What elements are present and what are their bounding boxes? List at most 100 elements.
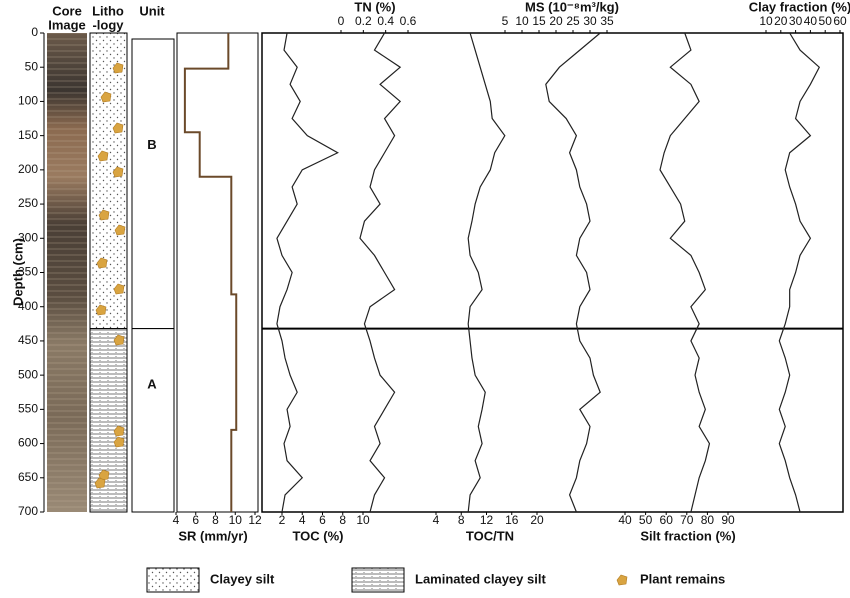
plant-icon [98,209,110,221]
plant-icon [96,257,108,269]
y-tick-label: 350 [18,265,38,279]
column-header: Unit [139,3,165,18]
plant-icon [94,477,106,489]
x-tick-label: 8 [339,513,346,527]
x-tick-label: 4 [173,513,180,527]
y-tick-label: 600 [18,436,38,450]
x-tick-label: 0.6 [400,14,417,28]
sr-panel [176,32,259,513]
x-tick-label: 4 [299,513,306,527]
column-header: -logy [92,17,124,32]
y-tick-label: 100 [18,94,38,108]
x-tick-label: 10 [356,513,370,527]
x-tick-label: 20 [549,14,563,28]
x-tick-label: 20 [530,513,544,527]
x-tick-label: 90 [721,513,735,527]
unit-label: A [147,377,157,392]
y-tick-label: 300 [18,230,38,244]
column-header: Litho [92,3,124,18]
plant-icon [112,62,124,74]
x-tick-label: 50 [819,14,833,28]
legend-label: Plant remains [640,571,725,586]
x-tick-label: 10 [759,14,773,28]
profile-line [778,32,821,513]
plant-icon [113,436,125,448]
core-image-stripes [47,33,87,512]
y-tick-label: 50 [25,59,39,73]
unit-box [131,38,175,330]
y-tick-label: 0 [31,25,38,39]
x-tick-label: 50 [639,513,653,527]
x-axis-title: Clay fraction (%) [749,0,850,14]
x-axis-title: SR (mm/yr) [178,528,247,543]
column-header: Core [52,3,82,18]
x-tick-label: 12 [480,513,494,527]
profile-line [545,32,601,513]
y-tick-label: 700 [18,504,38,518]
x-tick-label: 8 [212,513,219,527]
y-tick-label: 500 [18,367,38,381]
plant-icon [95,304,107,316]
y-tick-label: 400 [18,299,38,313]
lithology [89,32,128,330]
plant-icon [100,91,112,103]
x-tick-label: 60 [660,513,674,527]
x-tick-label: 6 [192,513,199,527]
x-axis-title: MS (10⁻⁸m³/kg) [525,0,619,14]
main-panel [261,32,844,513]
x-tick-label: 70 [680,513,694,527]
x-tick-label: 10 [515,14,529,28]
unit-box [131,328,175,513]
profile-line [659,32,711,513]
x-tick-label: 30 [789,14,803,28]
x-tick-label: 60 [833,14,847,28]
sr-line [183,33,238,512]
x-tick-label: 15 [532,14,546,28]
x-tick-label: 5 [502,14,509,28]
x-tick-label: 12 [248,513,262,527]
legend-swatch [146,567,200,593]
y-tick-label: 550 [18,402,38,416]
plant-icon [113,283,125,295]
column-header: Image [48,17,86,32]
x-axis-title: Silt fraction (%) [640,528,735,543]
profile-line [359,32,402,513]
x-tick-label: 8 [458,513,465,527]
x-axis-title: TN (%) [354,0,395,14]
x-tick-label: 2 [279,513,286,527]
x-tick-label: 25 [566,14,580,28]
x-tick-label: 0.4 [377,14,394,28]
profile-line [276,32,339,513]
y-tick-label: 650 [18,470,38,484]
y-tick-label: 150 [18,128,38,142]
x-tick-label: 20 [774,14,788,28]
legend-label: Clayey silt [210,571,275,586]
x-tick-label: 40 [804,14,818,28]
y-tick-label: 450 [18,333,38,347]
x-tick-label: 16 [505,513,519,527]
x-tick-label: 4 [433,513,440,527]
plant-icon [112,122,124,134]
y-axis-title: Depth (cm) [10,238,25,306]
legend-label: Laminated clayey silt [415,571,546,586]
y-tick-label: 200 [18,162,38,176]
plant-icon [113,425,125,437]
unit-label: B [147,137,156,152]
plant-icon [113,334,125,346]
plant-icon [114,224,126,236]
plant-icon [616,574,628,586]
x-tick-label: 10 [229,513,243,527]
x-axis-title: TOC/TN [466,528,514,543]
plant-icon [112,166,124,178]
x-tick-label: 35 [600,14,614,28]
y-tick-label: 250 [18,196,38,210]
x-tick-label: 0.2 [355,14,372,28]
profile-line [467,32,506,513]
x-tick-label: 80 [701,513,715,527]
x-tick-label: 30 [583,14,597,28]
x-tick-label: 6 [319,513,326,527]
legend-swatch [351,567,405,593]
x-tick-label: 0 [338,14,345,28]
x-tick-label: 40 [618,513,632,527]
